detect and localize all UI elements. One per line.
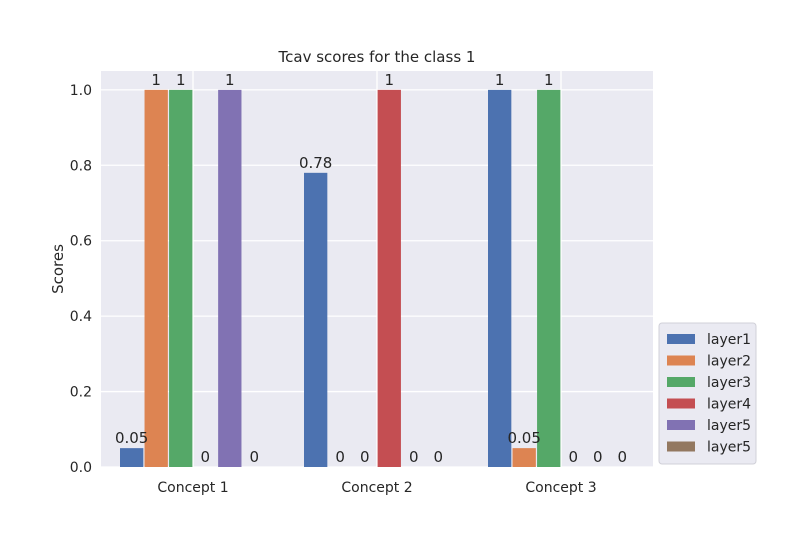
legend-swatch	[667, 377, 695, 387]
data-label: 0.78	[299, 154, 332, 172]
x-tick-label: Concept 1	[157, 480, 228, 496]
legend-label: layer5	[707, 418, 751, 434]
y-tick-label: 0.4	[70, 309, 92, 325]
data-label: 1	[495, 71, 505, 89]
bars	[120, 89, 561, 468]
x-tick-label: Concept 3	[525, 480, 596, 496]
data-label: 1	[176, 71, 186, 89]
data-label: 0	[250, 448, 260, 466]
y-tick-label: 1.0	[70, 83, 92, 99]
data-label: 0	[409, 448, 419, 466]
bar	[304, 172, 328, 468]
legend-swatch	[667, 355, 695, 366]
chart-title: Tcav scores for the class 1	[278, 48, 476, 66]
data-label: 1	[151, 71, 161, 89]
data-label: 0	[618, 448, 628, 466]
legend-label: layer5	[707, 440, 751, 456]
bar	[144, 89, 168, 467]
data-label: 1	[544, 71, 554, 89]
y-tick-label: 0.0	[70, 460, 92, 476]
y-tick-labels: 0.0 0.2 0.4 0.6 0.8 1.0	[70, 83, 92, 476]
legend-swatch	[667, 334, 695, 344]
data-label: 0	[434, 448, 444, 466]
x-tick-label: Concept 2	[341, 480, 412, 496]
legend-swatch	[667, 420, 695, 430]
data-label: 1	[384, 71, 394, 89]
legend-label: layer2	[707, 354, 751, 370]
gridlines	[101, 71, 653, 468]
data-label: 0.05	[507, 429, 540, 447]
legend-swatch	[667, 398, 695, 409]
bar	[120, 448, 144, 467]
x-tick-labels: Concept 1 Concept 2 Concept 3	[157, 480, 596, 496]
data-label: 0	[200, 448, 210, 466]
data-label: 0	[335, 448, 345, 466]
data-label: 0	[360, 448, 370, 466]
bar	[488, 89, 512, 467]
data-label: 0	[568, 448, 578, 466]
bar	[169, 89, 193, 467]
legend-label: layer1	[707, 332, 751, 348]
bar	[377, 89, 401, 467]
legend-label: layer4	[707, 397, 751, 413]
data-label: 0	[593, 448, 603, 466]
data-label: 0.05	[115, 429, 148, 447]
bar	[218, 89, 242, 467]
data-label: 1	[225, 71, 235, 89]
bar	[512, 448, 536, 467]
y-tick-label: 0.2	[70, 385, 92, 401]
bar	[537, 89, 561, 467]
legend: layer1 layer2 layer3 layer4 layer5 layer5	[658, 322, 757, 465]
legend-label: layer3	[707, 375, 751, 391]
y-tick-label: 0.6	[70, 234, 92, 250]
y-tick-label: 0.8	[70, 158, 92, 174]
y-axis-label: Scores	[49, 244, 67, 294]
legend-swatch	[667, 441, 695, 452]
